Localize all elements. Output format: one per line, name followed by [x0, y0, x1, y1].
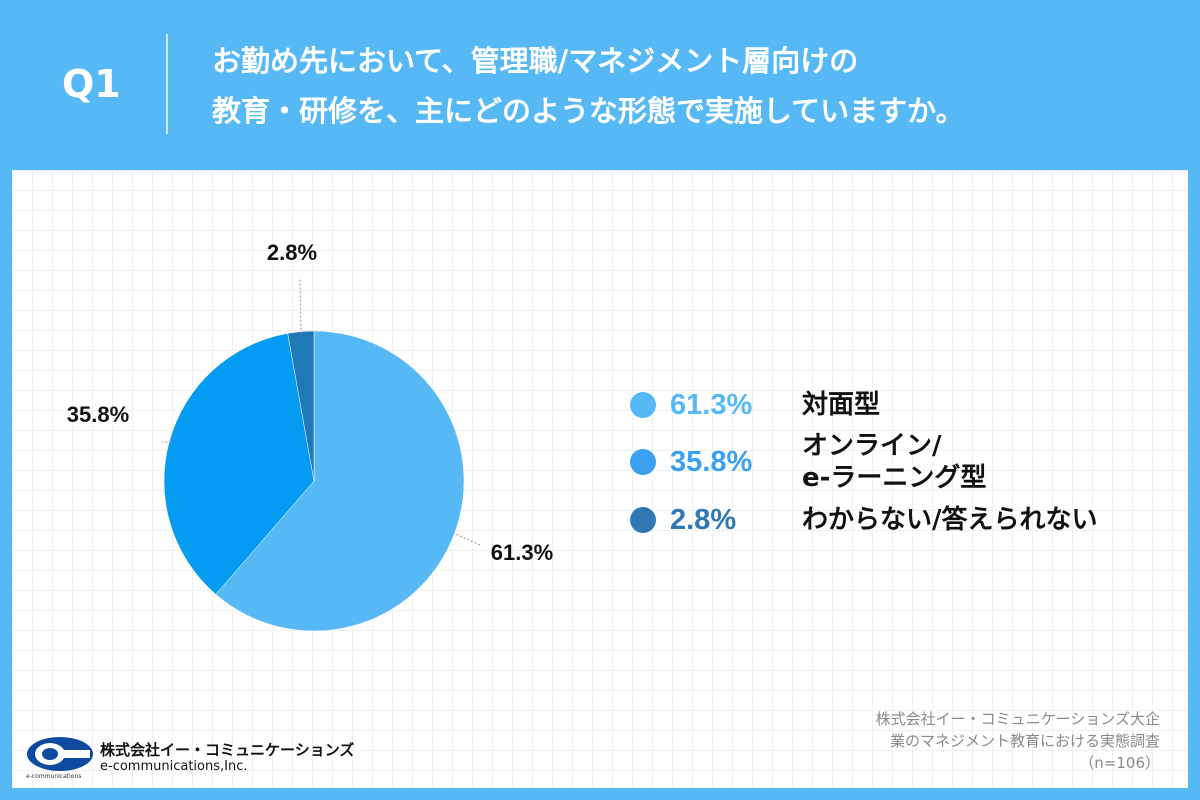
- logo-company-en: e-communications,Inc.: [100, 759, 248, 774]
- question-label: Q1: [62, 62, 121, 106]
- pie-chart: 61.3% 35.8% 2.8%: [67, 240, 553, 632]
- source-note: 株式会社イー・コミュニケーションズ大企 業のマネジメント教育における実態調査 （…: [860, 708, 1160, 774]
- legend-label: 対面型: [802, 389, 880, 421]
- leader-line: [299, 277, 302, 334]
- chart-panel: 61.3% 35.8% 2.8% 61.3% 対面型 35.8% オンライン/ e-…: [12, 170, 1188, 788]
- leader-line: [452, 532, 483, 547]
- logo-company-jp: 株式会社イー・コミュニケーションズ: [100, 741, 355, 759]
- legend-dot: [630, 507, 656, 533]
- question-title-line2: 教育・研修を、主にどのような形態で実施していますか。: [212, 94, 965, 128]
- e-communications-logo-icon: [27, 737, 93, 771]
- legend-label: わからない/答えられない: [802, 504, 1098, 536]
- legend-label: オンライン/ e-ラーニング型: [802, 430, 986, 494]
- legend-item-face-to-face: 61.3% 対面型: [630, 375, 1170, 435]
- data-label: 2.8%: [267, 240, 317, 265]
- question-title: お勤め先において、管理職/マネジメント層向けの 教育・研修を、主にどのような形態…: [212, 36, 1172, 136]
- legend-dot: [630, 392, 656, 418]
- legend-percent: 61.3%: [670, 388, 753, 421]
- header: Q1 お勤め先において、管理職/マネジメント層向けの 教育・研修を、主にどのよう…: [0, 0, 1200, 168]
- legend-label-line: わからない/答えられない: [802, 505, 1098, 535]
- sample-size: （n=106）: [1079, 754, 1160, 772]
- legend-percent: 35.8%: [670, 445, 753, 478]
- legend-label-line: e-ラーニング型: [802, 463, 987, 493]
- legend-item-online: 35.8% オンライン/ e-ラーニング型: [630, 430, 1170, 494]
- legend-item-unknown: 2.8% わからない/答えられない: [630, 490, 1170, 550]
- source-line: 株式会社イー・コミュニケーションズ大企: [875, 710, 1160, 728]
- source-line: 業のマネジメント教育における実態調査: [889, 732, 1160, 750]
- logo-tiny-text: e-communications: [26, 773, 82, 780]
- legend-percent: 2.8%: [670, 503, 737, 536]
- legend-label-line: オンライン/: [802, 431, 942, 461]
- question-title-line1: お勤め先において、管理職/マネジメント層向けの: [212, 44, 859, 78]
- header-divider: [166, 34, 168, 134]
- legend-label-line: 対面型: [802, 390, 881, 420]
- legend-dot: [630, 449, 656, 475]
- data-label: 61.3%: [491, 540, 553, 565]
- pie-slice-online: [163, 333, 315, 595]
- data-label: 35.8%: [67, 402, 129, 427]
